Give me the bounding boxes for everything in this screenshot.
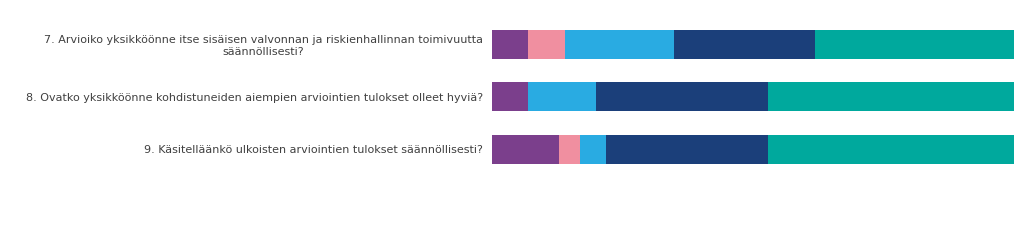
Bar — [596, 82, 768, 111]
Bar — [606, 135, 768, 164]
Bar — [528, 30, 564, 59]
Bar — [528, 82, 596, 111]
Bar — [674, 30, 815, 59]
Bar — [559, 135, 581, 164]
Bar — [768, 135, 1014, 164]
Bar — [564, 30, 674, 59]
Bar — [492, 30, 528, 59]
Bar — [492, 135, 559, 164]
Bar — [492, 82, 528, 111]
Bar — [581, 135, 606, 164]
Bar — [815, 30, 1014, 59]
Bar — [768, 82, 1014, 111]
